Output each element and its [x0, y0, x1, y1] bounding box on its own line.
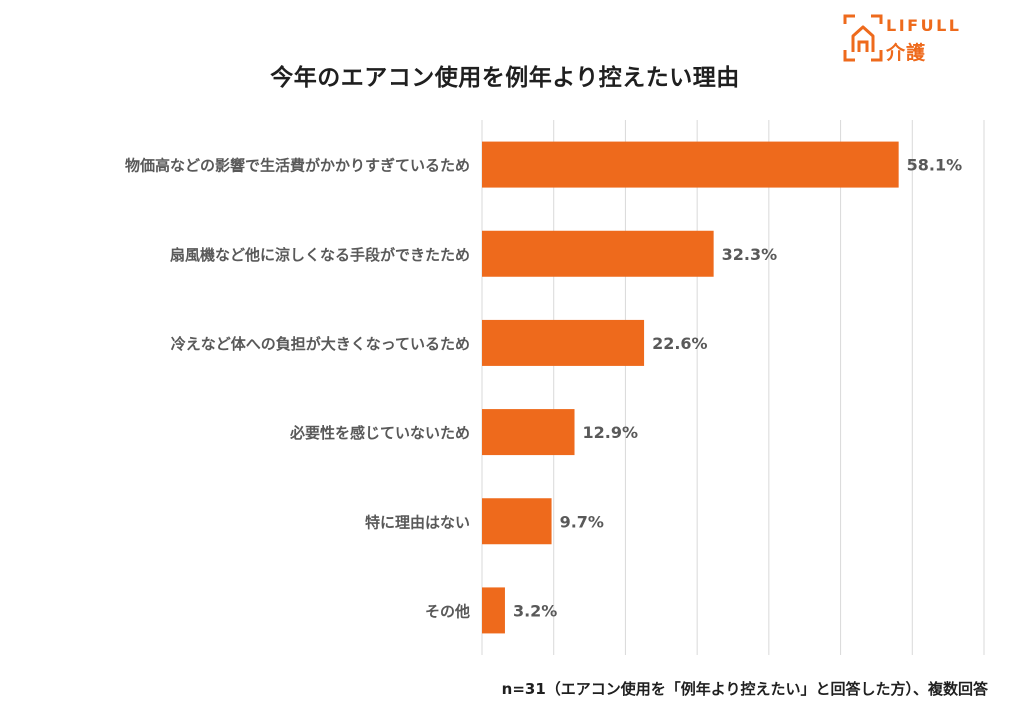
- data-label-3: 22.6%: [652, 334, 708, 353]
- bar-2: [482, 230, 714, 277]
- bar-1: [482, 141, 899, 188]
- category-label-5: 特に理由はない: [365, 513, 470, 531]
- data-label-4: 12.9%: [583, 423, 639, 442]
- bar-6: [482, 587, 505, 634]
- bar-5: [482, 498, 552, 545]
- footnote: n=31（エアコン使用を「例年より控えたい」と回答した方）、複数回答: [501, 680, 988, 698]
- brand-sub: 介護: [886, 42, 927, 64]
- bar-4: [482, 409, 575, 456]
- house-logo-icon: [843, 14, 883, 62]
- category-label-3: 冷えなど体への負担が大きくなっているため: [171, 335, 470, 353]
- data-label-1: 58.1%: [907, 156, 963, 175]
- category-label-1: 物価高などの影響で生活費がかかりすぎているため: [125, 157, 470, 175]
- data-label-5: 9.7%: [560, 512, 604, 531]
- chart-title: 今年のエアコン使用を例年より控えたい理由: [270, 65, 740, 91]
- category-label-4: 必要性を感じていないため: [289, 424, 470, 442]
- lifull-logo: LIFULL 介護: [843, 14, 1003, 64]
- data-label-6: 3.2%: [513, 601, 557, 620]
- gridlines: [481, 120, 985, 655]
- data-label-2: 32.3%: [722, 245, 778, 264]
- category-label-6: その他: [425, 602, 470, 620]
- category-label-2: 扇風機など他に涼しくなる手段ができたため: [170, 246, 470, 264]
- brand-name: LIFULL: [886, 16, 962, 35]
- bar-3: [482, 319, 645, 366]
